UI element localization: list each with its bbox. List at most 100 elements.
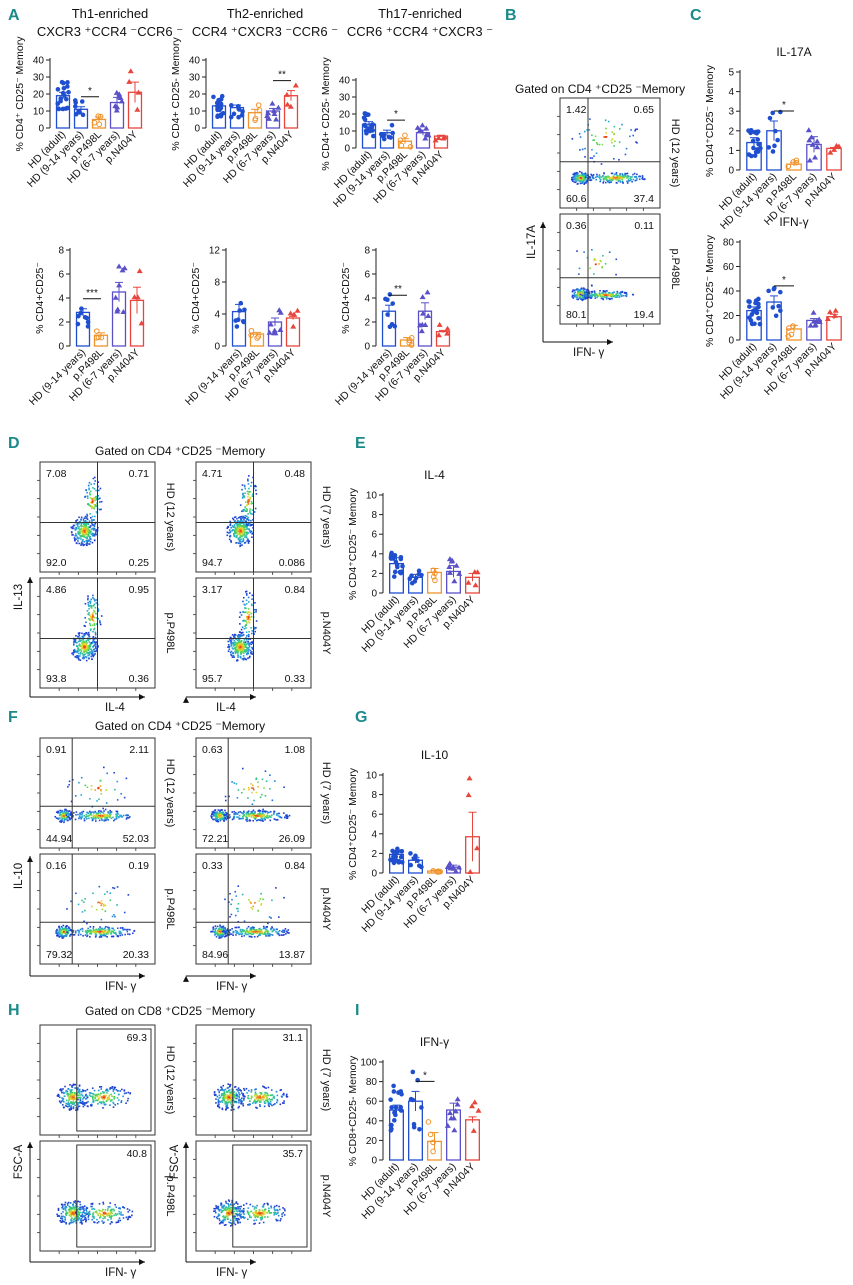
cell-event [90,525,92,527]
cell-event [86,523,88,525]
cell-event [232,525,234,527]
cell-event [289,815,291,817]
data-point [398,570,403,575]
cell-event [251,533,253,535]
cell-event [252,785,254,787]
cell-event [103,1102,105,1104]
cell-event [214,933,216,935]
cell-event [81,1102,83,1104]
cell-event [228,650,230,652]
cell-event [59,810,61,812]
x-axis-label: IFN- γ [216,981,248,993]
cell-event [92,619,94,621]
cell-event [81,817,83,819]
cell-event [124,1090,126,1092]
cell-event [285,928,287,930]
data-point [116,264,122,269]
cell-event [603,173,605,175]
cell-event [243,538,245,540]
cell-event [232,934,234,936]
data-point [363,111,368,116]
cell-event [79,1094,81,1096]
cell-event [125,1102,127,1104]
cell-event [81,535,83,537]
cell-event [602,182,604,184]
cell-event [67,1103,69,1105]
y-tick-label: 10 [33,107,45,118]
cell-event [113,772,115,774]
cell-event [57,811,59,813]
data-point [56,106,61,111]
cell-event [572,291,574,293]
cell-event [101,615,103,617]
cell-event [270,811,272,813]
quadrant-percent: 95.7 [202,673,223,685]
cell-event [219,932,221,934]
cell-event [590,180,592,182]
cell-event [93,926,95,928]
cell-event [244,515,246,517]
cell-event [94,628,96,630]
cell-event [595,176,597,178]
cell-event [586,291,588,293]
cell-event [248,475,250,477]
gating-label-h: Gated on CD8 ⁺CD25 ⁻Memory [85,1004,255,1018]
data-point [758,146,763,151]
cell-event [64,817,66,819]
cell-event [234,527,236,529]
cell-event [109,892,111,894]
cell-event [247,513,249,515]
cell-event [625,295,627,297]
cell-event [87,541,89,543]
cell-event [248,483,250,485]
y-axis-label: IL-17A [526,225,538,259]
cell-event [76,811,78,813]
cell-event [101,1086,103,1088]
cell-event [217,926,219,928]
cell-event [602,175,604,177]
data-point [241,319,246,324]
cell-event [225,819,227,821]
cell-event [251,605,253,607]
cell-event [276,813,278,815]
cell-event [86,812,88,814]
cell-event [110,813,112,815]
cell-event [239,539,241,541]
cell-event [238,903,240,905]
cell-event [86,527,88,529]
cell-event [242,525,244,527]
cell-event [62,1104,64,1106]
cell-event [269,816,271,818]
cell-event [621,173,623,175]
data-point [445,1123,451,1128]
y-tick-label: 8 [371,510,377,521]
cell-event [109,815,111,817]
cell-event [72,528,74,530]
cell-event [78,641,80,643]
cell-event [611,296,613,298]
cell-event [602,266,604,268]
cell-event [67,820,69,822]
sample-label: p.N404Y [320,888,332,931]
significance-label: ** [278,70,286,81]
cell-event [247,612,249,614]
cell-event [78,523,80,525]
cell-event [605,176,607,178]
data-point [766,145,771,150]
cell-event [226,812,228,814]
data-point [411,1070,416,1075]
cell-event [67,928,69,930]
cell-event [92,597,94,599]
cell-event [241,652,243,654]
quadrant-percent: 0.36 [566,220,587,232]
y-tick-label: 4 [364,294,370,305]
sample-label: p.P498L [164,889,176,930]
y-tick-label: 0 [371,589,377,600]
cell-event [644,179,646,181]
cell-event [230,904,232,906]
cell-event [89,623,91,625]
bar [466,1120,480,1160]
cell-event [606,290,608,292]
x-arrowhead [139,694,145,700]
